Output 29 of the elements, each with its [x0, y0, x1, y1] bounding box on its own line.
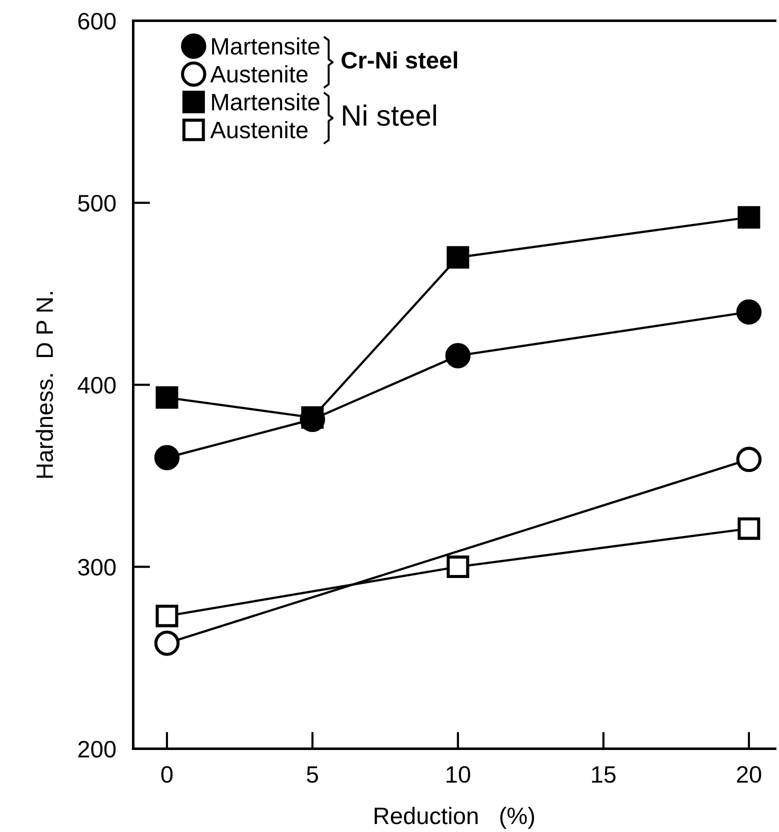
legend-label: Martensite [212, 37, 320, 55]
point [445, 343, 471, 368]
x-tick-label: 10 [446, 766, 470, 783]
legend-label: Austenite [210, 121, 308, 138]
y-axis-title: Hardness. D P N. [36, 292, 54, 478]
y-tick-label: 400 [78, 376, 116, 394]
legend-label: Martensite [212, 93, 320, 110]
annotation: Cr-Ni steel [342, 51, 458, 69]
x-axis-title: Reduction (%) [374, 806, 534, 829]
x-tick-label: 15 [592, 766, 616, 783]
point [738, 206, 760, 229]
point [446, 556, 470, 578]
point [738, 517, 760, 540]
y-tick-label: 500 [78, 194, 116, 212]
point [154, 630, 180, 656]
y-tick-label: 600 [78, 12, 116, 30]
annotation: Ni steel [343, 104, 436, 126]
point [736, 446, 762, 472]
point [154, 444, 180, 470]
point [446, 246, 470, 269]
y-tick-label: 200 [78, 740, 116, 758]
x-tick-label: 20 [736, 766, 762, 783]
x-tick-label: 0 [161, 766, 173, 783]
legend-label: Austenite [210, 65, 308, 83]
x-tick-label: 5 [306, 766, 318, 783]
point [156, 604, 178, 628]
point [156, 386, 178, 409]
y-tick-label: 300 [78, 558, 116, 576]
point [736, 299, 762, 325]
